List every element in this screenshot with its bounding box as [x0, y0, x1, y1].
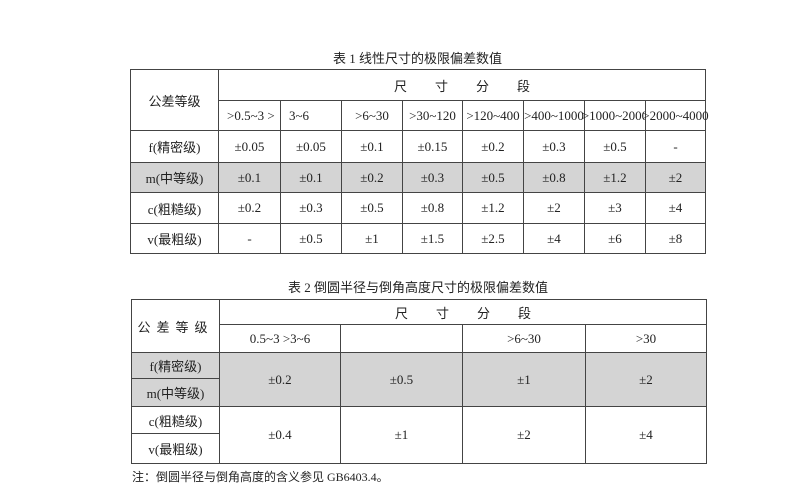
value-cell: ±6	[584, 223, 646, 254]
grade-cell: m(中等级)	[131, 378, 220, 407]
value-cell: ±0.2	[219, 352, 341, 407]
column-header-cell: >6~30	[462, 324, 586, 353]
value-cell: ±2	[523, 192, 585, 224]
value-cell: ±0.05	[280, 130, 342, 163]
column-header-cell: 0.5~3 >3~6	[219, 324, 341, 353]
column-header-cell: 3~6	[280, 100, 342, 131]
grade-cell: v(最粗级)	[131, 433, 220, 464]
value-cell: ±3	[584, 192, 646, 224]
value-cell: ±0.2	[341, 162, 403, 193]
value-cell: ±2	[585, 352, 707, 407]
value-cell: ±0.3	[280, 192, 342, 224]
value-cell: ±2	[645, 162, 706, 193]
value-cell: ±0.5	[584, 130, 646, 163]
value-cell: ±0.1	[280, 162, 342, 193]
value-cell: ±0.8	[402, 192, 463, 224]
grade-cell: c(粗糙级)	[131, 406, 220, 434]
grade-cell: m(中等级)	[130, 162, 219, 193]
value-cell: ±4	[585, 406, 707, 464]
grade-cell: v(最粗级)	[130, 223, 219, 254]
value-cell: ±1	[340, 406, 463, 464]
value-cell: ±0.5	[340, 352, 463, 407]
column-header-cell: >120~400	[462, 100, 524, 131]
value-cell: ±1.2	[462, 192, 524, 224]
column-header-cell: >2000~4000	[642, 100, 709, 131]
value-cell: ±1.5	[402, 223, 463, 254]
value-cell: ±0.3	[523, 130, 585, 163]
value-cell: ±4	[645, 192, 706, 224]
value-cell: -	[218, 223, 281, 254]
value-cell: ±0.1	[218, 162, 281, 193]
group-header-cell: 尺寸分段	[218, 69, 706, 101]
value-cell: ±0.4	[219, 406, 341, 464]
column-header-cell: >400~1000	[523, 100, 585, 131]
value-cell: ±2	[462, 406, 586, 464]
value-cell: ±0.5	[280, 223, 342, 254]
value-cell: ±0.3	[402, 162, 463, 193]
value-cell: ±0.5	[341, 192, 403, 224]
table2-title: 表 2 倒圆半径与倒角高度尺寸的极限偏差数值	[287, 280, 548, 295]
table2-note: 注：倒圆半径与倒角高度的含义参见 GB6403.4。	[132, 470, 389, 484]
value-cell: ±8	[645, 223, 706, 254]
grade-cell: f(精密级)	[131, 352, 220, 379]
column-header-cell: >0.5~3 >	[218, 100, 281, 131]
value-cell: ±0.05	[218, 130, 281, 163]
value-cell: ±4	[523, 223, 585, 254]
value-cell: ±1.2	[584, 162, 646, 193]
value-cell: ±0.2	[462, 130, 524, 163]
value-cell: -	[645, 130, 706, 163]
row-header-cell: 公差等级	[131, 299, 220, 353]
value-cell: ±1	[462, 352, 586, 407]
value-cell: ±0.2	[218, 192, 281, 224]
grade-cell: f(精密级)	[130, 130, 219, 163]
table1-title: 表 1 线性尺寸的极限偏差数值	[332, 51, 502, 66]
group-header-cell: 尺寸分段	[219, 299, 707, 325]
row-header-cell: 公差等级	[130, 69, 219, 131]
value-cell: ±2.5	[462, 223, 524, 254]
value-cell: ±0.15	[402, 130, 463, 163]
column-header-cell: >30~120	[402, 100, 463, 131]
value-cell: ±1	[341, 223, 403, 254]
value-cell: ±0.8	[523, 162, 585, 193]
value-cell: ±0.1	[341, 130, 403, 163]
grade-cell: c(粗糙级)	[130, 192, 219, 224]
column-header-cell: >1000~2000	[582, 100, 648, 131]
column-header-cell: >6~30	[341, 100, 403, 131]
value-cell: ±0.5	[462, 162, 524, 193]
column-header-cell	[340, 324, 463, 353]
column-header-cell: >30	[585, 324, 707, 353]
